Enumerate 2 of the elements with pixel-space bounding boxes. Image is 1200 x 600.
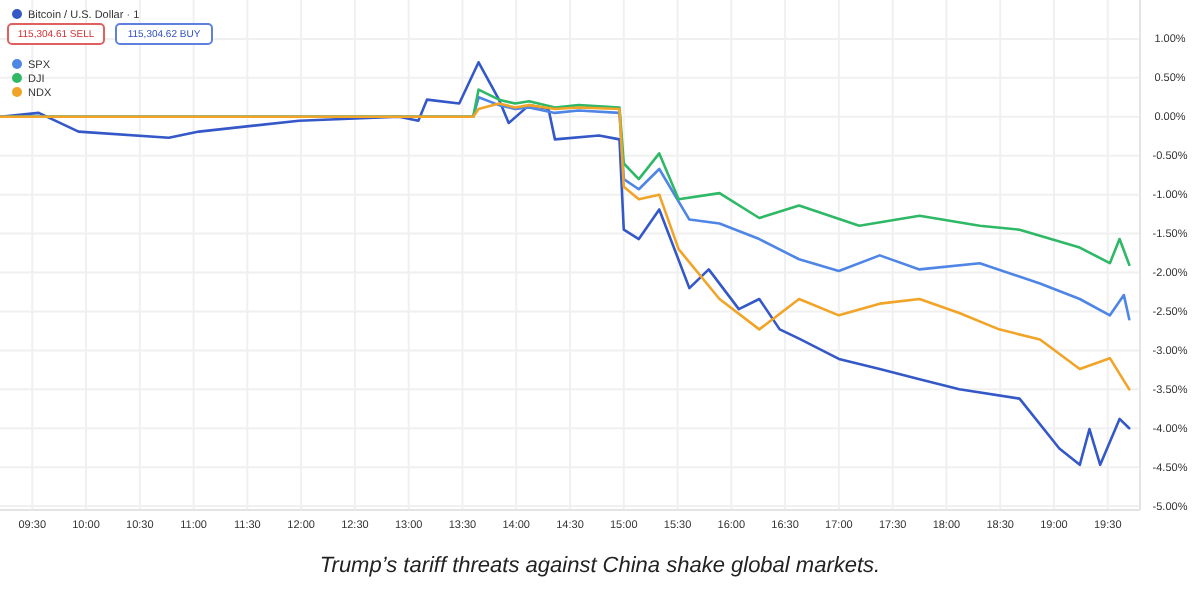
text: Trump’s tariff threats against China shake global markets. bbox=[319, 554, 881, 578]
line-series bbox=[0, 102, 1131, 391]
